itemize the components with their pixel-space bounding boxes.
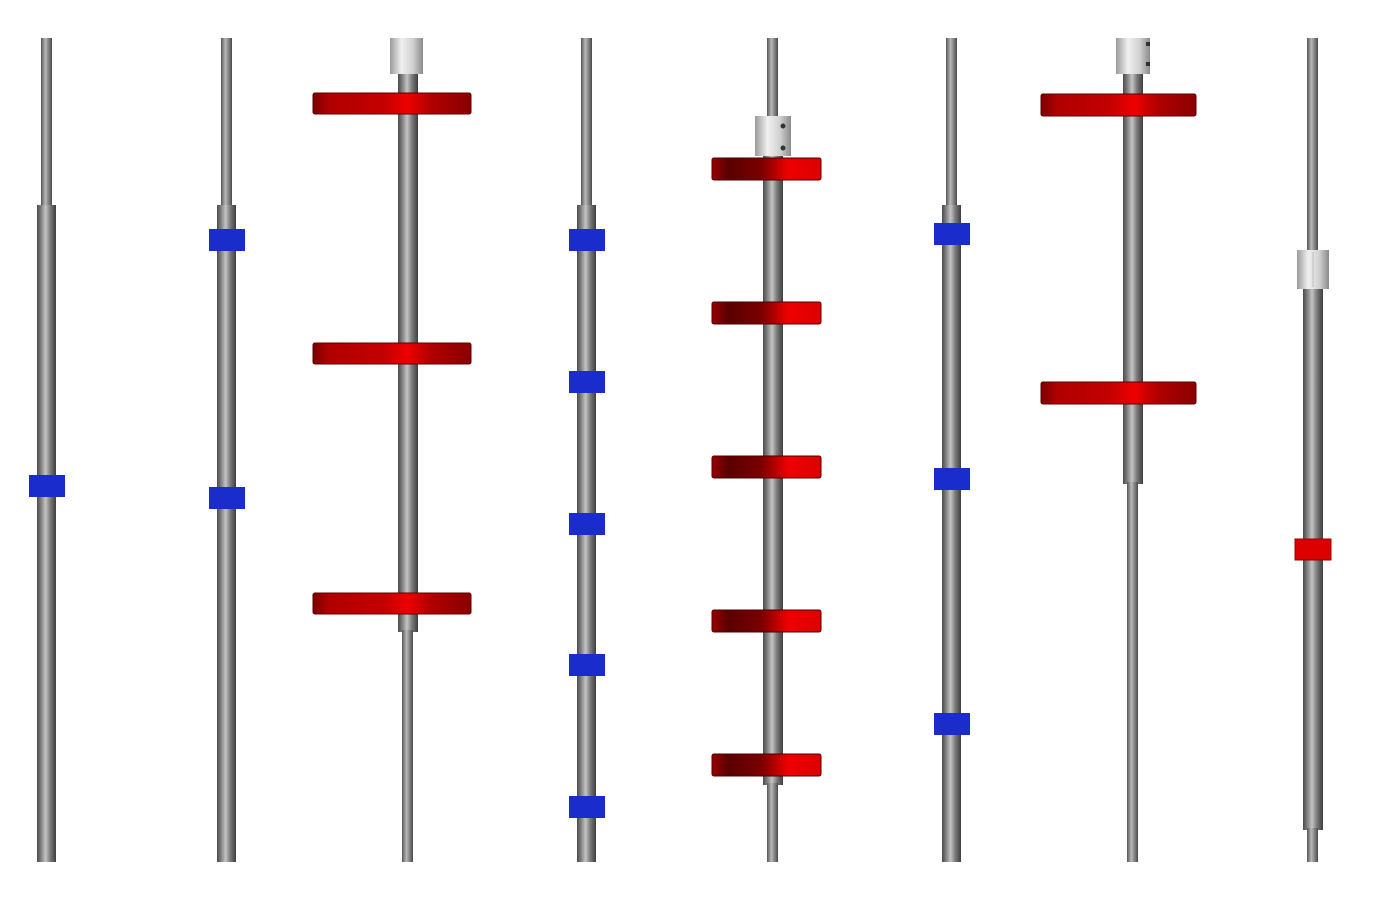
rod-5-red-bar-3[interactable]: [711, 455, 822, 479]
rod-8[interactable]: [1294, 38, 1332, 862]
rod-7-thick-shaft: [1123, 70, 1143, 484]
rod-4-thin-shaft: [581, 38, 592, 208]
rod-6-blue-block-1[interactable]: [934, 223, 970, 245]
rod-6-thin-shaft: [946, 38, 957, 208]
rod-6-thick-shaft: [942, 205, 961, 862]
rod-3-red-bar-1[interactable]: [312, 92, 472, 115]
rod-7-collar: [1116, 38, 1150, 74]
rod-4-blue-block-5[interactable]: [569, 796, 605, 818]
rod-2-thick-shaft: [217, 205, 236, 862]
rod-7-red-bar-1[interactable]: [1040, 93, 1197, 117]
rod-8-thin-shaft-bottom: [1307, 828, 1318, 862]
rod-5-collar: [755, 116, 791, 156]
rod-2-blue-block-1[interactable]: [209, 229, 245, 251]
rod-1-thin-shaft: [41, 38, 52, 208]
rod-7-red-bar-2[interactable]: [1040, 381, 1197, 405]
rod-6-blue-block-3[interactable]: [934, 713, 970, 735]
rod-7-collar-notch: [1146, 42, 1150, 46]
rod-3[interactable]: [312, 38, 472, 862]
rod-7[interactable]: [1040, 38, 1197, 862]
rod-2-blue-block-2[interactable]: [209, 487, 245, 509]
rod-2[interactable]: [209, 38, 245, 862]
rod-4-blue-block-2[interactable]: [569, 371, 605, 393]
rod-6-blue-block-2[interactable]: [934, 468, 970, 490]
rod-1[interactable]: [29, 38, 65, 862]
rod-5-thin-shaft-bottom: [767, 783, 778, 862]
rod-1-blue-block-1[interactable]: [29, 475, 65, 497]
rod-8-red-block-1[interactable]: [1294, 538, 1332, 561]
rod-5-collar-screw-2: [780, 145, 786, 151]
rod-3-red-bar-2[interactable]: [312, 342, 472, 365]
rod-3-collar: [390, 38, 423, 74]
rod-4-blue-block-4[interactable]: [569, 654, 605, 676]
rod-4-blue-block-3[interactable]: [569, 513, 605, 535]
rod-5-red-bar-2[interactable]: [711, 301, 822, 325]
rod-5-thin-shaft-top: [767, 38, 778, 138]
rod-2-thin-shaft: [221, 38, 232, 208]
rod-4-blue-block-1[interactable]: [569, 229, 605, 251]
rod-5-red-bar-4[interactable]: [711, 609, 822, 633]
rod-6[interactable]: [934, 38, 970, 862]
rod-4[interactable]: [569, 38, 605, 862]
rod-5-red-bar-5[interactable]: [711, 753, 822, 777]
rod-7-collar-notch-2: [1146, 62, 1150, 66]
rod-5[interactable]: [711, 38, 822, 862]
rod-3-red-bar-3[interactable]: [312, 592, 472, 615]
rod-7-thin-shaft: [1127, 482, 1138, 862]
rod-1-thick-shaft: [37, 205, 56, 862]
rod-8-thin-shaft-top: [1307, 38, 1318, 253]
rod-5-red-bar-1[interactable]: [711, 157, 822, 181]
rod-5-collar-screw-1: [780, 123, 786, 129]
rod-3-thin-shaft: [402, 630, 413, 862]
